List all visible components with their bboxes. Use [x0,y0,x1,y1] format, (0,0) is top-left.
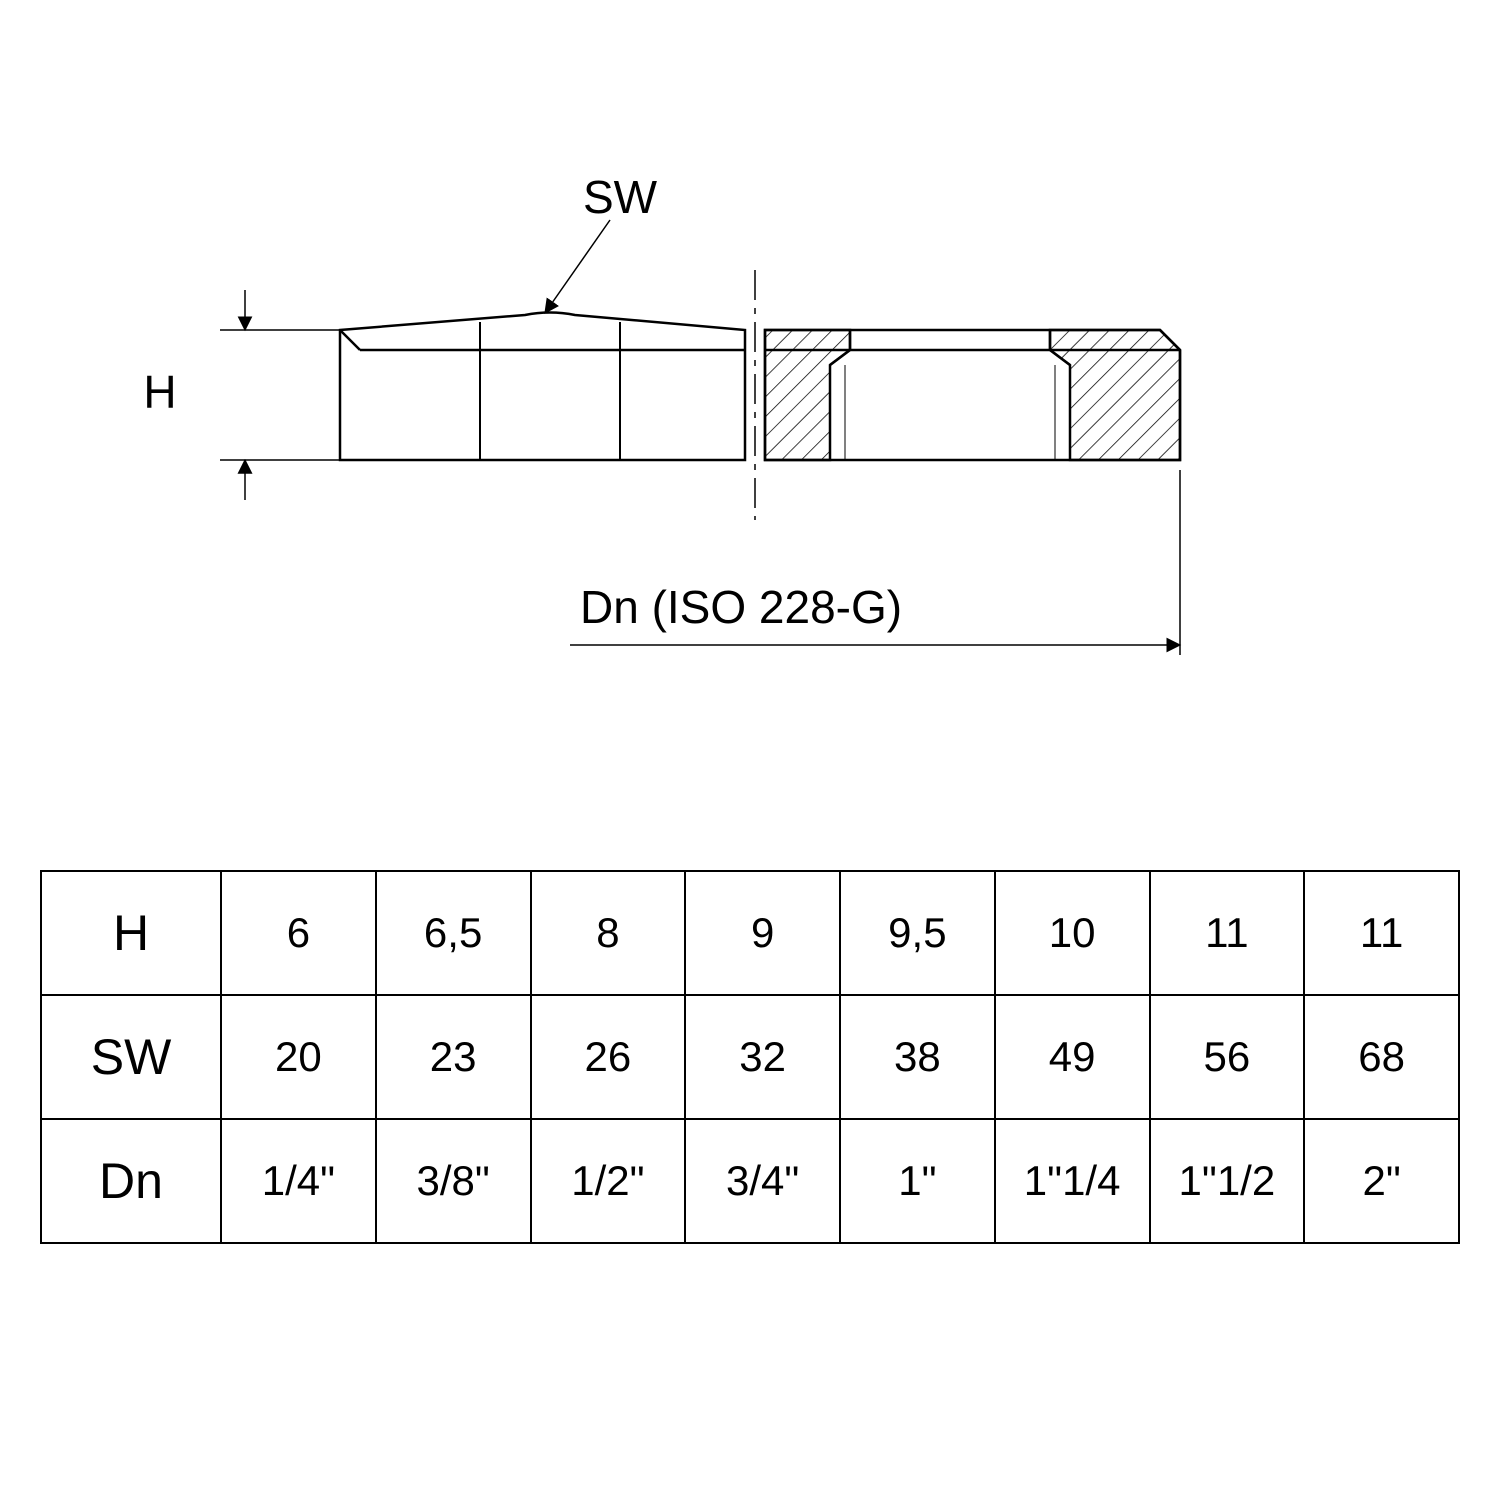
table-cell: 20 [221,995,376,1119]
table-cell: 3/4" [685,1119,840,1243]
table-cell: 38 [840,995,995,1119]
row-header: SW [41,995,221,1119]
table-cell: 9,5 [840,871,995,995]
table-cell: 1"1/4 [995,1119,1150,1243]
label-h: H [120,365,200,419]
table-cell: 26 [531,995,686,1119]
spec-table: H66,5899,5101111SW2023263238495668Dn1/4"… [40,870,1460,1244]
table-cell: 3/8" [376,1119,531,1243]
table-cell: 11 [1304,871,1459,995]
table-cell: 23 [376,995,531,1119]
table-cell: 68 [1304,995,1459,1119]
dimension-table: H66,5899,5101111SW2023263238495668Dn1/4"… [40,870,1460,1244]
table-cell: 1" [840,1119,995,1243]
technical-drawing: SW H Dn (ISO 228-G) [150,200,1350,800]
row-header: H [41,871,221,995]
label-dn: Dn (ISO 228-G) [580,580,1000,634]
table-row: SW2023263238495668 [41,995,1459,1119]
label-sw: SW [560,170,680,224]
table-row: H66,5899,5101111 [41,871,1459,995]
table-row: Dn1/4"3/8"1/2"3/4"1"1"1/41"1/22" [41,1119,1459,1243]
table-cell: 8 [531,871,686,995]
row-header: Dn [41,1119,221,1243]
table-cell: 56 [1150,995,1305,1119]
table-cell: 1/4" [221,1119,376,1243]
drawing-svg [150,200,1350,800]
table-cell: 9 [685,871,840,995]
table-cell: 2" [1304,1119,1459,1243]
table-cell: 11 [1150,871,1305,995]
table-cell: 1/2" [531,1119,686,1243]
page: SW H Dn (ISO 228-G) [0,0,1500,1500]
table-cell: 49 [995,995,1150,1119]
table-cell: 32 [685,995,840,1119]
table-cell: 10 [995,871,1150,995]
table-cell: 6 [221,871,376,995]
table-cell: 1"1/2 [1150,1119,1305,1243]
table-cell: 6,5 [376,871,531,995]
